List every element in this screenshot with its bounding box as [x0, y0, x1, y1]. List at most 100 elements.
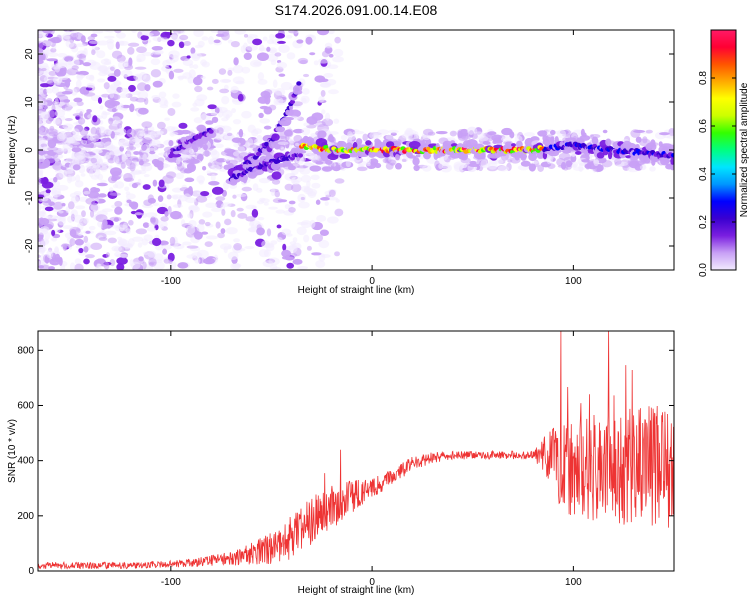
- noise-mark: [66, 174, 73, 184]
- noise-mark: [125, 228, 131, 235]
- noise-mark: [107, 75, 117, 82]
- noise-mark: [214, 107, 220, 114]
- band-mark: [156, 130, 164, 135]
- noise-mark: [303, 122, 310, 127]
- noise-mark: [237, 212, 248, 219]
- band-mark: [137, 130, 144, 139]
- noise-mark: [39, 218, 50, 226]
- band-mark: [412, 157, 420, 166]
- noise-mark: [111, 171, 121, 176]
- ridge-halo-mark: [206, 131, 217, 139]
- noise-mark: [47, 52, 59, 58]
- ridge-halo-mark: [483, 141, 491, 145]
- noise-mark: [152, 217, 159, 226]
- noise-mark: [96, 182, 108, 187]
- noise-mark: [325, 112, 331, 121]
- band-mark: [82, 148, 92, 152]
- band-mark: [200, 148, 205, 153]
- ridge-mark: [297, 153, 304, 158]
- noise-mark: [179, 187, 190, 192]
- band-mark: [427, 131, 436, 136]
- band-mark: [387, 129, 399, 134]
- noise-mark: [215, 221, 221, 229]
- noise-mark: [152, 179, 158, 187]
- noise-mark: [325, 48, 331, 53]
- noise-mark: [241, 110, 252, 119]
- noise-mark: [246, 45, 258, 51]
- noise-mark: [185, 197, 197, 204]
- noise-mark: [301, 97, 307, 103]
- noise-mark: [198, 179, 204, 185]
- noise-mark: [233, 242, 243, 251]
- noise-mark: [112, 184, 119, 189]
- noise-mark: [75, 174, 81, 183]
- noise-mark: [117, 123, 123, 129]
- noise-mark: [143, 32, 154, 37]
- noise-mark: [231, 263, 242, 268]
- band-mark: [471, 133, 478, 140]
- band-mark: [366, 157, 371, 165]
- noise-mark: [263, 89, 273, 96]
- ridge-halo-mark: [575, 150, 582, 155]
- noise-mark: [57, 53, 68, 58]
- noise-mark: [125, 191, 131, 196]
- noise-mark: [334, 208, 344, 217]
- band-mark: [65, 157, 74, 164]
- noise-mark: [82, 62, 92, 67]
- ridge-halo-mark: [548, 150, 560, 157]
- band-mark: [571, 161, 579, 168]
- noise-mark: [111, 245, 123, 252]
- noise-mark: [172, 204, 183, 208]
- noise-mark: [223, 246, 228, 254]
- noise-mark: [147, 250, 157, 258]
- noise-mark: [258, 112, 264, 119]
- band-mark: [71, 152, 76, 160]
- band-mark: [42, 146, 48, 152]
- ridge-halo-mark: [271, 133, 280, 141]
- noise-mark: [334, 36, 341, 44]
- noise-mark: [186, 225, 196, 235]
- noise-mark: [268, 257, 280, 266]
- noise-mark: [76, 53, 87, 59]
- noise-mark: [272, 198, 284, 204]
- noise-mark: [315, 199, 321, 205]
- noise-mark: [288, 30, 298, 34]
- noise-mark: [135, 228, 148, 235]
- noise-mark: [195, 195, 208, 203]
- band-mark: [38, 164, 47, 169]
- noise-mark: [45, 88, 54, 94]
- noise-mark: [327, 216, 339, 224]
- colorbar-tick-label: 0.4: [698, 167, 709, 181]
- noise-mark: [162, 174, 174, 184]
- band-mark: [207, 162, 213, 167]
- noise-mark: [102, 219, 108, 228]
- noise-mark: [38, 41, 44, 49]
- noise-mark: [94, 187, 101, 193]
- noise-mark: [41, 111, 50, 120]
- band-mark: [321, 166, 333, 172]
- noise-mark: [86, 82, 95, 89]
- noise-mark: [73, 97, 83, 103]
- noise-mark: [257, 72, 265, 81]
- noise-mark: [146, 226, 157, 232]
- noise-mark: [70, 209, 78, 218]
- band-mark: [99, 126, 107, 136]
- noise-mark: [154, 253, 164, 262]
- noise-mark: [77, 117, 86, 125]
- noise-mark: [290, 183, 302, 193]
- noise-mark: [80, 173, 86, 177]
- noise-mark: [257, 79, 268, 85]
- snr-panel: -100 0 100 0 200 400 600 800 Height of straight…: [7, 330, 675, 596]
- band-mark: [141, 163, 153, 172]
- noise-mark: [168, 259, 173, 265]
- noise-mark: [63, 99, 71, 103]
- noise-mark: [83, 190, 91, 195]
- noise-mark: [99, 105, 104, 110]
- snr-xtick-label: -100: [161, 577, 181, 588]
- snr-xlabel: Height of straight line (km): [298, 585, 415, 596]
- noise-mark: [159, 224, 164, 230]
- noise-mark: [62, 244, 68, 252]
- band-mark: [345, 160, 351, 168]
- noise-mark: [81, 210, 86, 218]
